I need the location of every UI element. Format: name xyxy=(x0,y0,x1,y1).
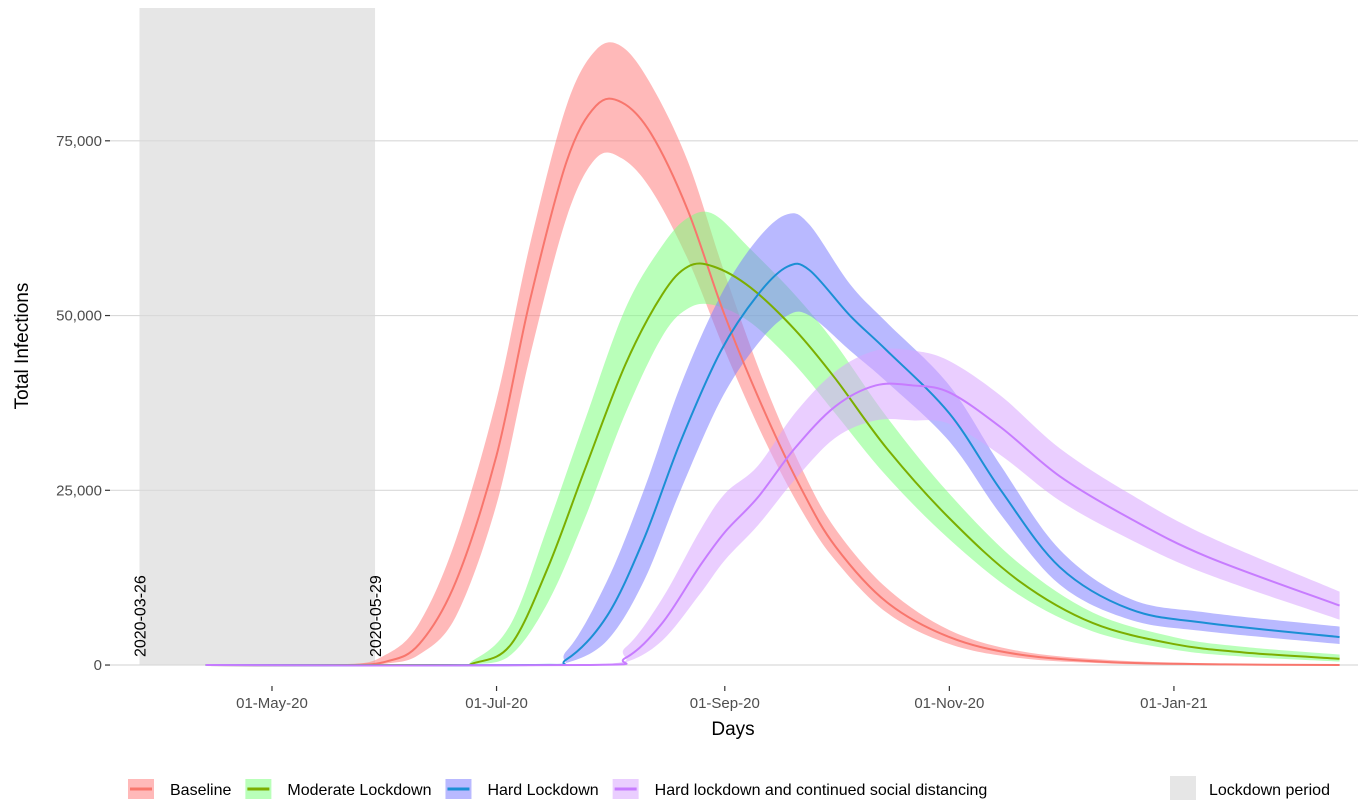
y-tick-label: 0 xyxy=(94,657,102,674)
legend-label-moderate-lockdown: Moderate Lockdown xyxy=(287,782,431,799)
confidence-band-baseline xyxy=(205,42,1340,666)
x-axis-title: Days xyxy=(711,719,754,740)
x-tick-label: 01-Jul-20 xyxy=(465,695,528,712)
x-tick-label: 01-Sep-20 xyxy=(690,695,760,712)
x-tick-label: 01-Jan-21 xyxy=(1140,695,1208,712)
legend-label-lockdown-period: Lockdown period xyxy=(1209,782,1330,799)
legend-key-lockdown-period xyxy=(1170,776,1196,800)
confidence-band-hard-lockdown xyxy=(205,213,1340,667)
x-tick-label: 01-Nov-20 xyxy=(914,695,984,712)
y-axis-title: Total Infections xyxy=(12,283,33,410)
y-tick-label: 75,000 xyxy=(56,133,102,150)
legend-label-hard-lockdown-and-continued-social-distancing: Hard lockdown and continued social dista… xyxy=(655,782,988,799)
series-line-hard-lockdown-and-continued-social-distancing xyxy=(205,382,1340,667)
legend-label-baseline: Baseline xyxy=(170,782,231,799)
legend: Baseline Moderate Lockdown Hard Lockdown Ha… xyxy=(128,776,1330,800)
date-annotation: 2020-03-26 xyxy=(132,575,149,657)
series-line-baseline xyxy=(205,97,1340,667)
date-annotation: 2020-05-29 xyxy=(368,575,385,657)
series-line-moderate-lockdown xyxy=(205,262,1340,667)
confidence-band-hard-lockdown-and-continued-social-distancing xyxy=(205,348,1340,667)
y-tick-label: 50,000 xyxy=(56,308,102,325)
series-line-hard-lockdown xyxy=(205,262,1340,667)
lockdown-period-region xyxy=(139,8,376,666)
y-tick-label: 25,000 xyxy=(56,482,102,499)
legend-label-hard-lockdown: Hard Lockdown xyxy=(487,782,598,799)
x-tick-label: 01-May-20 xyxy=(236,695,308,712)
